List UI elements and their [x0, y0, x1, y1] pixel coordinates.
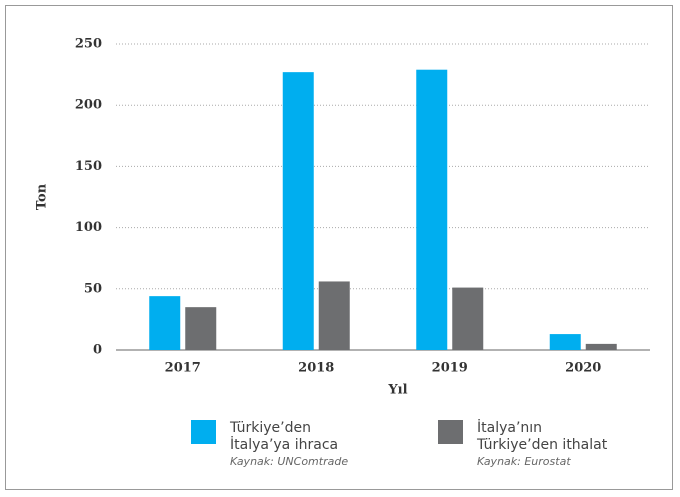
x-tick-label: 2020 [565, 361, 601, 376]
bar [549, 334, 581, 350]
bar [452, 287, 484, 350]
legend-swatch [191, 420, 216, 444]
y-tick-label: 0 [93, 343, 102, 358]
y-tick-label: 100 [75, 220, 102, 235]
bar [416, 69, 448, 350]
bar [185, 307, 217, 350]
legend-swatch [438, 420, 463, 444]
y-tick-label: 200 [75, 98, 102, 113]
bar [282, 72, 314, 350]
bar [149, 296, 181, 350]
legend-source: Kaynak: UNComtrade [230, 455, 349, 468]
legend-label: Türkiye’den İtalya’ya ihraca [230, 420, 339, 453]
x-tick-label: 2019 [432, 361, 468, 376]
y-tick-label: 250 [75, 37, 102, 52]
legend-item: İtalya’nın Türkiye’den ithalat Kaynak: Eu… [438, 420, 627, 468]
y-axis-label: Ton [35, 183, 50, 210]
bar [585, 343, 617, 350]
frame [5, 5, 673, 490]
legend-item: Türkiye’den İtalya’ya ihraca Kaynak: UNCo… [191, 420, 350, 468]
y-tick-label: 150 [75, 159, 102, 174]
x-tick-label: 2018 [298, 361, 334, 376]
x-tick-label: 2017 [165, 361, 201, 376]
bar [318, 281, 350, 350]
x-axis-label: Yıl [387, 383, 407, 398]
legend-source: Kaynak: Eurostat [477, 455, 571, 468]
legend-label: İtalya’nın Türkiye’den ithalat [477, 420, 608, 453]
y-tick-label: 50 [84, 281, 102, 296]
